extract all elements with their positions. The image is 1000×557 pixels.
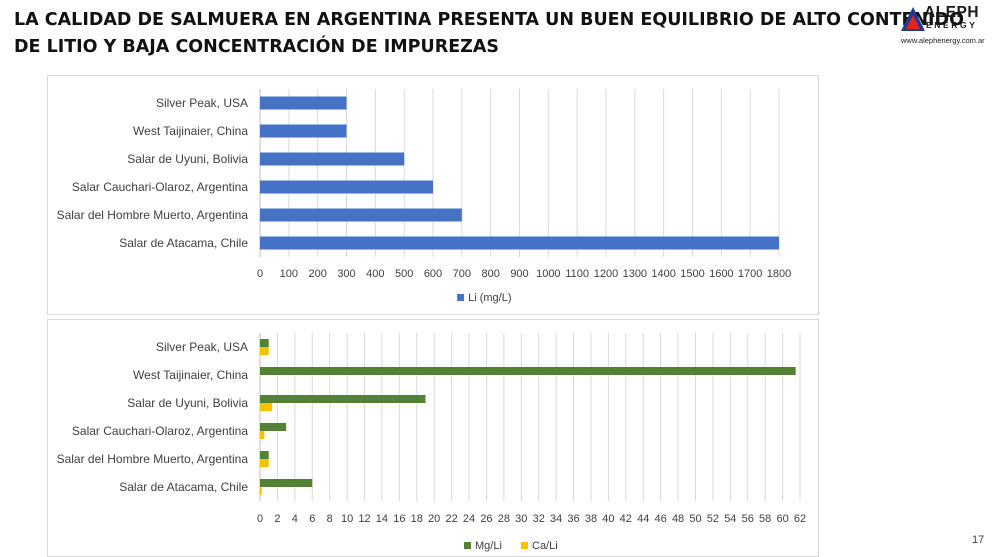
x-tick-label: 24 bbox=[463, 513, 475, 525]
x-tick-label: 32 bbox=[533, 513, 545, 525]
x-tick-label: 44 bbox=[637, 513, 649, 525]
x-tick-label: 62 bbox=[794, 513, 806, 525]
x-tick-label: 2 bbox=[274, 513, 280, 525]
x-tick-label: 400 bbox=[366, 268, 384, 280]
x-tick-label: 60 bbox=[776, 513, 788, 525]
x-tick-label: 18 bbox=[411, 513, 423, 525]
x-tick-label: 900 bbox=[510, 268, 528, 280]
x-tick-label: 56 bbox=[742, 513, 754, 525]
bar-mg-li-salar-de-atacama-chile bbox=[260, 479, 313, 487]
logo-url: www.alephenergy.com.ar bbox=[901, 36, 985, 45]
bar-mg-li-salar-cauchari-olaroz-argentina bbox=[260, 423, 287, 431]
category-label: Silver Peak, USA bbox=[156, 340, 248, 354]
x-tick-label: 1700 bbox=[738, 268, 762, 280]
x-tick-label: 52 bbox=[707, 513, 719, 525]
x-tick-label: 600 bbox=[424, 268, 442, 280]
bar-ca-li-salar-de-uyuni-bolivia bbox=[260, 403, 273, 411]
company-logo: ALEPH ENERGY www.alephenergy.com.ar bbox=[898, 5, 994, 47]
bar-ca-li-salar-de-atacama-chile bbox=[260, 487, 262, 495]
page-title: LA CALIDAD DE SALMUERA EN ARGENTINA PRES… bbox=[14, 7, 964, 61]
x-tick-label: 8 bbox=[327, 513, 333, 525]
lithium-chart-panel: 0 100 200 300 400 500 600 700 800 900 1000 1100 1200… bbox=[47, 75, 819, 315]
x-tick-label: 1000 bbox=[536, 268, 560, 280]
bar-li-mg-l-west-taijinaier-china bbox=[260, 124, 347, 138]
category-label: Salar de Uyuni, Bolivia bbox=[127, 152, 248, 166]
x-tick-label: 1600 bbox=[709, 268, 733, 280]
bar-ca-li-salar-del-hombre-muerto-argentina bbox=[260, 459, 269, 467]
legend-swatch-mg-li bbox=[464, 542, 471, 549]
x-tick-label: 12 bbox=[358, 513, 370, 525]
x-tick-label: 28 bbox=[498, 513, 510, 525]
legend-label-li-mg-l: Li (mg/L) bbox=[468, 292, 511, 304]
bar-mg-li-west-taijinaier-china bbox=[260, 367, 796, 375]
category-label: Salar de Uyuni, Bolivia bbox=[127, 396, 248, 410]
page-title-line-1: LA CALIDAD DE SALMUERA EN ARGENTINA PRES… bbox=[14, 10, 964, 30]
x-tick-label: 50 bbox=[689, 513, 701, 525]
category-label: Salar del Hombre Muerto, Argentina bbox=[57, 208, 249, 222]
x-tick-label: 20 bbox=[428, 513, 440, 525]
bar-ca-li-silver-peak-usa bbox=[260, 347, 269, 355]
bar-mg-li-silver-peak-usa bbox=[260, 339, 269, 347]
x-tick-label: 42 bbox=[620, 513, 632, 525]
x-tick-label: 500 bbox=[395, 268, 413, 280]
category-label: Salar Cauchari-Olaroz, Argentina bbox=[72, 180, 248, 194]
impurity-bar-chart: 0 2 4 6 8 10 12 14 16 18 20 22 24 26 28 30 32 34 36 38 40 42 4… bbox=[57, 333, 806, 552]
category-label: West Taijinaier, China bbox=[133, 368, 248, 382]
x-tick-label: 1100 bbox=[565, 268, 589, 280]
x-tick-label: 22 bbox=[445, 513, 457, 525]
bar-ca-li-salar-cauchari-olaroz-argentina bbox=[260, 431, 265, 439]
x-tick-label: 0 bbox=[257, 268, 263, 280]
legend-swatch-ca-li bbox=[521, 542, 528, 549]
category-label: West Taijinaier, China bbox=[133, 124, 248, 138]
x-tick-label: 48 bbox=[672, 513, 684, 525]
bar-mg-li-salar-de-uyuni-bolivia bbox=[260, 395, 426, 403]
category-label: Silver Peak, USA bbox=[156, 96, 248, 110]
x-tick-label: 1300 bbox=[623, 268, 647, 280]
x-tick-label: 6 bbox=[309, 513, 315, 525]
legend-label-ca-li: Ca/Li bbox=[532, 540, 558, 552]
x-tick-label: 38 bbox=[585, 513, 597, 525]
x-tick-label: 0 bbox=[257, 513, 263, 525]
x-tick-label: 40 bbox=[602, 513, 614, 525]
triangle-logo-icon bbox=[901, 7, 925, 31]
lithium-bar-chart: 0 100 200 300 400 500 600 700 800 900 1000 1100 1200… bbox=[57, 89, 791, 304]
x-tick-label: 200 bbox=[308, 268, 326, 280]
bar-li-mg-l-salar-de-uyuni-bolivia bbox=[260, 152, 405, 166]
page-title-line-2: DE LITIO Y BAJA CONCENTRACIÓN DE IMPUREZ… bbox=[14, 37, 499, 57]
x-tick-label: 10 bbox=[341, 513, 353, 525]
category-label: Salar del Hombre Muerto, Argentina bbox=[57, 452, 249, 466]
x-tick-label: 300 bbox=[337, 268, 355, 280]
x-tick-label: 100 bbox=[280, 268, 298, 280]
x-tick-label: 30 bbox=[515, 513, 527, 525]
category-label: Salar de Atacama, Chile bbox=[119, 480, 248, 494]
x-tick-label: 14 bbox=[376, 513, 388, 525]
logo-name: ALEPH bbox=[924, 4, 980, 21]
x-tick-label: 4 bbox=[292, 513, 298, 525]
page-number: 17 bbox=[972, 534, 985, 546]
x-tick-label: 1800 bbox=[767, 268, 791, 280]
category-label: Salar de Atacama, Chile bbox=[119, 236, 248, 250]
bar-li-mg-l-salar-del-hombre-muerto-argentina bbox=[260, 208, 462, 222]
x-tick-label: 1500 bbox=[680, 268, 704, 280]
x-tick-label: 700 bbox=[453, 268, 471, 280]
x-tick-label: 46 bbox=[655, 513, 667, 525]
x-tick-label: 58 bbox=[759, 513, 771, 525]
x-tick-label: 54 bbox=[724, 513, 736, 525]
x-tick-label: 1400 bbox=[651, 268, 675, 280]
x-tick-label: 16 bbox=[393, 513, 405, 525]
impurity-chart-panel: 0 2 4 6 8 10 12 14 16 18 20 22 24 26 28 30 32 34 36 38 40 42 4… bbox=[47, 319, 819, 557]
x-tick-label: 36 bbox=[567, 513, 579, 525]
x-tick-label: 1200 bbox=[594, 268, 618, 280]
bar-mg-li-salar-del-hombre-muerto-argentina bbox=[260, 451, 269, 459]
x-tick-label: 34 bbox=[550, 513, 562, 525]
category-label: Salar Cauchari-Olaroz, Argentina bbox=[72, 424, 248, 438]
legend-swatch-li-mg-l bbox=[457, 294, 465, 301]
logo-subtitle: ENERGY bbox=[926, 20, 978, 30]
legend-label-mg-li: Mg/Li bbox=[475, 540, 502, 552]
bar-li-mg-l-silver-peak-usa bbox=[260, 96, 347, 110]
x-tick-label: 800 bbox=[481, 268, 499, 280]
bar-li-mg-l-salar-cauchari-olaroz-argentina bbox=[260, 180, 433, 194]
bar-li-mg-l-salar-de-atacama-chile bbox=[260, 236, 779, 250]
x-tick-label: 26 bbox=[480, 513, 492, 525]
